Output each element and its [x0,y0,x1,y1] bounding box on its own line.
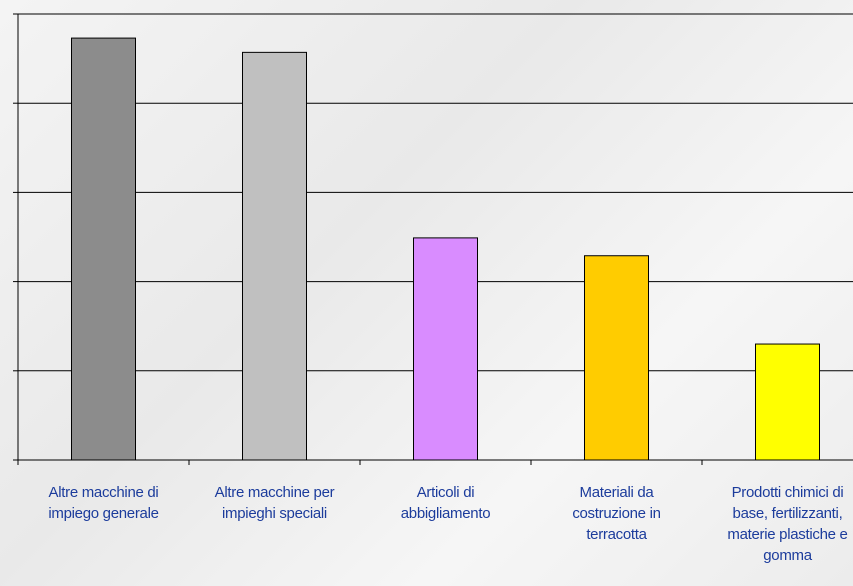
bar [71,37,136,461]
x-tick-label: Articoli di abbigliamento [400,484,491,522]
x-tick-label: Altre macchine di impiego generale [48,484,159,522]
bar [242,51,307,461]
x-tick-label: Materiali da costruzione in terracotta [572,484,661,543]
bar [755,343,820,461]
bar [413,237,478,461]
bar [584,255,649,461]
x-tick-label: Altre macchine per impieghi speciali [214,484,335,522]
x-tick-label: Prodotti chimici di base, fertilizzanti,… [727,484,848,564]
